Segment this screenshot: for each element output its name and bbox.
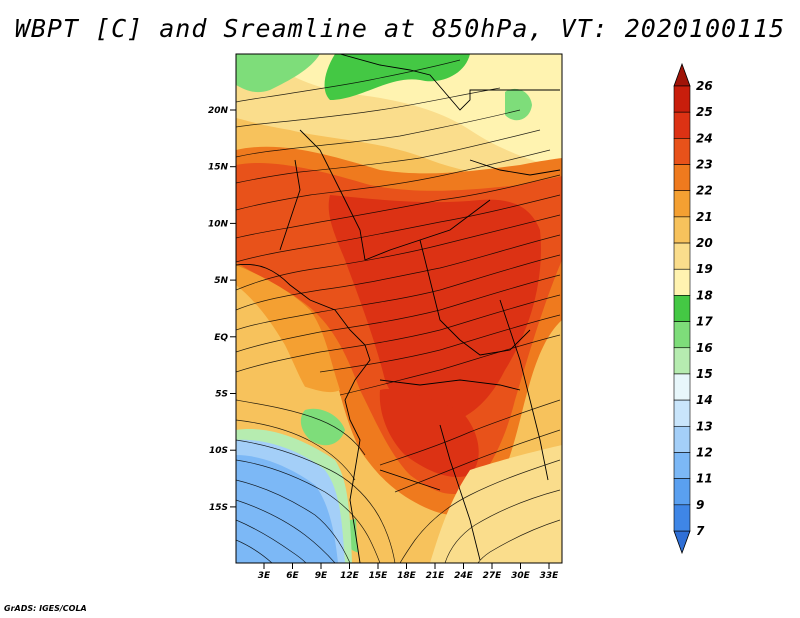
lon-tick-label: 12E [340,571,360,581]
colorbar-label: 18 [696,288,713,302]
colorbar-swatch [673,111,691,139]
colorbar-swatch [673,242,691,270]
country-boundaries [236,54,561,563]
colorbar-label: 12 [696,445,713,459]
lon-tick-label: 27E [483,571,503,581]
shade-se-20 [356,480,429,563]
colorbar-label: 11 [696,472,713,486]
colorbar-swatch [673,373,691,401]
lat-tick-label: 15N [208,163,229,173]
colorbar-swatch [673,138,691,165]
colorbar-swatch [673,399,691,427]
colorbar-label: 26 [696,79,713,93]
colorbar-swatch [673,504,691,532]
colorbar-swatch [673,268,691,296]
map-frame [235,53,563,564]
shade-25 [328,195,541,425]
green-patch-n [324,54,470,100]
colorbar-swatch [673,478,691,506]
lon-tick-label: 6E [286,571,299,581]
colorbar-label: 9 [696,498,704,512]
green-patch-coast [300,408,345,446]
colorbar-swatch [673,321,691,349]
colorbar-label: 17 [696,315,713,329]
green-patch-nw [236,54,320,93]
colorbar-label: 7 [696,524,705,538]
shade-25b [379,389,479,478]
colorbar-label: 20 [696,236,713,250]
latitude-axis: 20N 15N 10N 5N EQ 5S 10S 15S [208,106,236,513]
credit-label: GrADS: IGES/COLA [4,604,87,613]
lon-tick-label: 3E [258,571,271,581]
colorbar-swatch [673,85,691,113]
colorbar-swatch [673,452,691,479]
lon-tick-label: 15E [369,571,389,581]
colorbar-label: 24 [696,131,713,145]
shade-se-19 [430,445,562,563]
colorbar-label: 14 [696,393,713,407]
lat-tick-label: 20N [208,106,229,116]
colorbar-label: 19 [696,262,713,276]
wbpt-field [236,54,562,563]
colorbar-swatch [673,164,691,192]
colorbar-swatch [673,216,691,244]
lat-tick-label: 5N [214,276,228,286]
lon-tick-label: 21E [426,571,446,581]
colorbar-label: 15 [696,367,713,381]
colorbar-label: 13 [696,419,713,433]
lat-tick-label: 10S [209,446,228,456]
lon-tick-label: 30E [511,571,531,581]
colorbar-bottom-arrow [673,530,691,555]
lon-tick-label: 18E [397,571,417,581]
colorbar-label: 22 [696,184,713,198]
colorbar-label: 23 [696,158,713,172]
shade-ocean-13 [236,455,338,563]
map-title: WBPT [C] and Sreamline at 850hPa, VT: 20… [14,14,786,43]
lat-tick-label: 5S [215,390,228,400]
streamlines [236,59,561,563]
colorbar: 26 25 24 23 22 21 20 19 18 17 16 15 14 13 12 11 9 7 [673,62,713,555]
lat-tick-label: EQ [214,333,228,343]
colorbar-label: 25 [696,105,713,119]
colorbar-swatch [673,295,691,322]
colorbar-top-arrow [673,62,691,87]
longitude-axis: 3E 6E 9E 12E 15E 18E 21E 24E 27E 30E 33E [258,563,559,581]
colorbar-label: 21 [696,210,713,224]
lon-tick-label: 24E [454,571,474,581]
colorbar-swatch [673,347,691,375]
lon-tick-label: 9E [315,571,328,581]
lat-tick-label: 15S [209,503,228,513]
lon-tick-label: 33E [540,571,560,581]
colorbar-label: 16 [696,341,713,355]
colorbar-swatch [673,425,691,453]
lat-tick-label: 10N [208,219,229,229]
colorbar-swatch [673,190,691,218]
